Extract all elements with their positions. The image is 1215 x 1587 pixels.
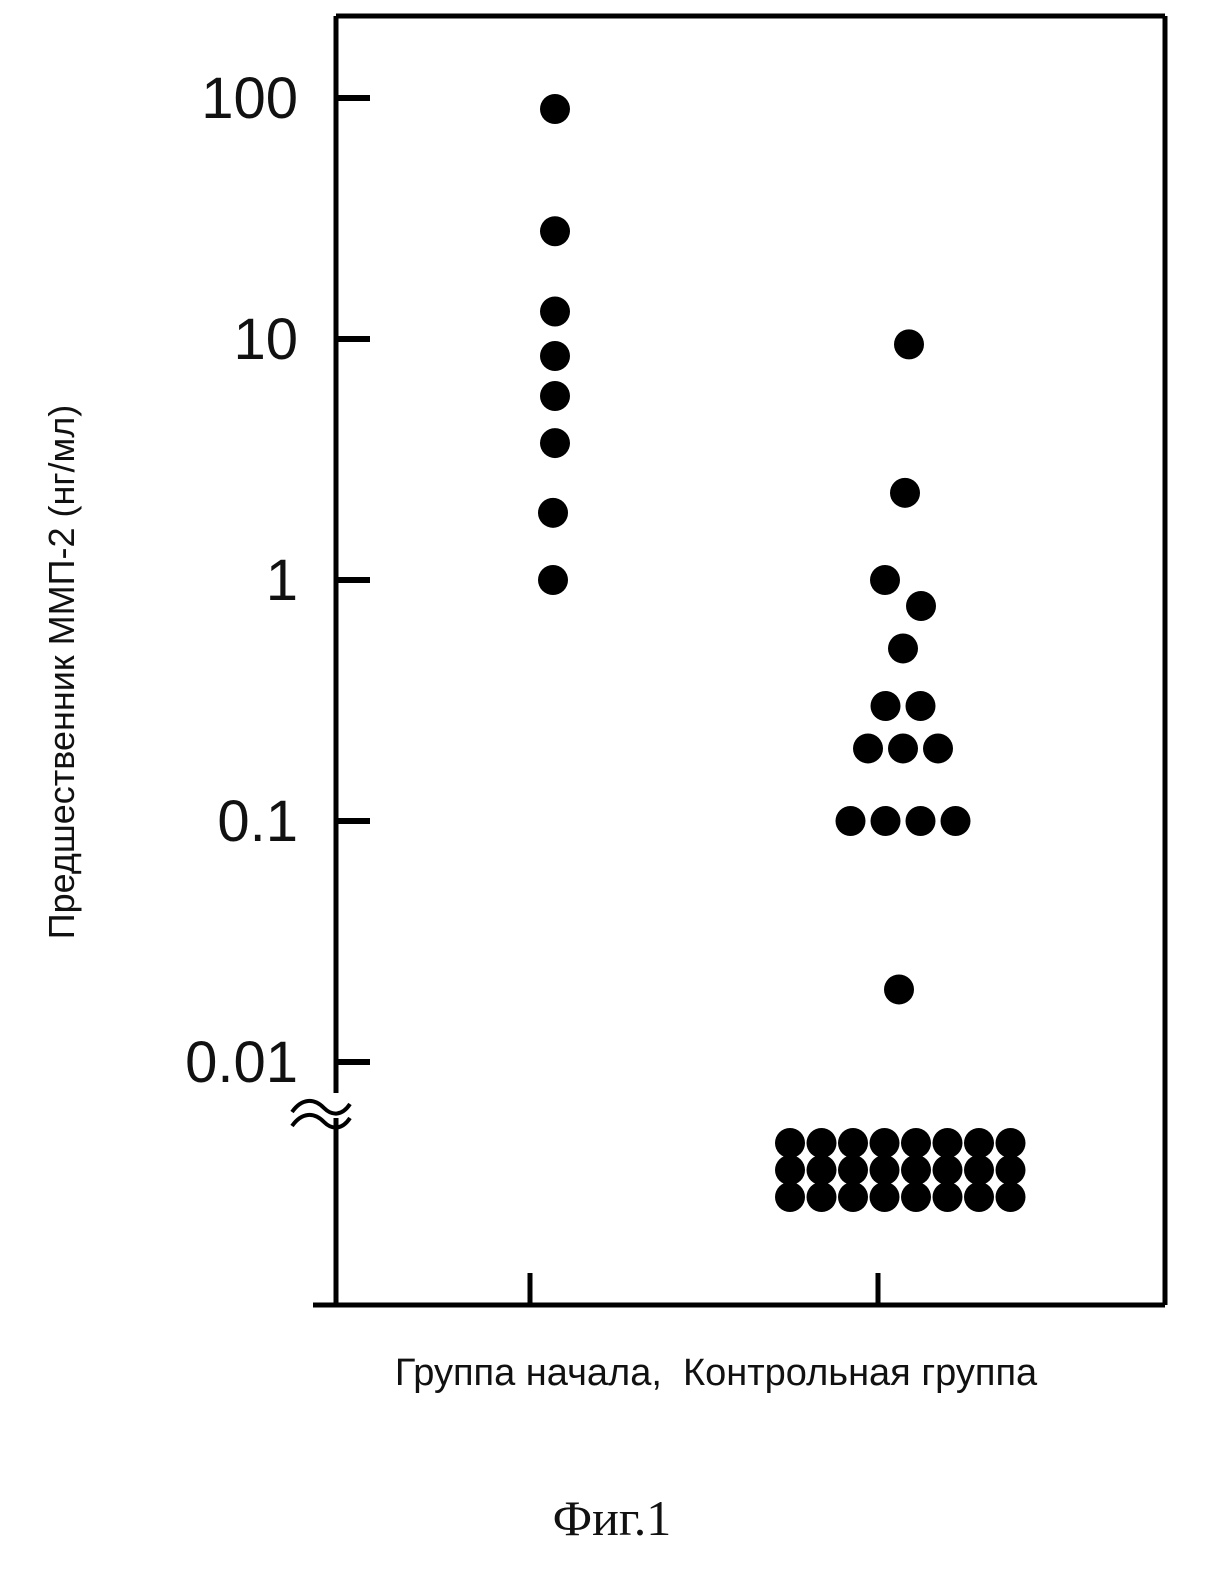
data-point [901,1182,931,1212]
data-point [853,733,883,763]
data-point [838,1128,868,1158]
data-point [871,806,901,836]
data-point [964,1182,994,1212]
data-points [538,94,1026,1212]
axes-frame [292,16,1165,1305]
y-tick-label: 10 [233,307,298,372]
data-point [923,733,953,763]
axis-break-mark [292,1101,350,1128]
y-tick-label: 0.01 [185,1030,298,1095]
data-point [901,1128,931,1158]
data-point [894,329,924,359]
data-point [807,1182,837,1212]
data-point [870,1155,900,1185]
y-tick-label: 1 [266,548,298,613]
data-point [838,1182,868,1212]
data-point [964,1128,994,1158]
data-point [906,806,936,836]
data-point [996,1182,1026,1212]
data-point [890,478,920,508]
data-point [807,1155,837,1185]
data-point [540,381,570,411]
data-point [775,1182,805,1212]
data-point [540,94,570,124]
y-tick-label: 100 [201,66,298,131]
data-point [870,1128,900,1158]
y-tick-label: 0.1 [217,789,298,854]
data-point [836,806,866,836]
data-point [906,591,936,621]
data-point [540,216,570,246]
y-ticks: 100 10 1 0.1 0.01 [185,66,370,1095]
data-point [538,498,568,528]
data-point [807,1128,837,1158]
data-point [775,1155,805,1185]
data-point [888,733,918,763]
data-point [540,428,570,458]
data-point [838,1155,868,1185]
data-point [775,1128,805,1158]
data-point [933,1182,963,1212]
data-point [870,1182,900,1212]
data-point [933,1155,963,1185]
data-point [996,1128,1026,1158]
data-point [884,974,914,1004]
data-point [933,1128,963,1158]
data-point [540,341,570,371]
y-axis-label: Предшественник ММП-2 (нг/мл) [41,405,82,940]
data-point [996,1155,1026,1185]
figure-label: Фиг.1 [553,1490,672,1546]
data-point [871,691,901,721]
data-point [901,1155,931,1185]
data-point [888,633,918,663]
data-point [906,691,936,721]
data-point [538,565,568,595]
data-point [941,806,971,836]
x-ticks [530,1273,878,1305]
x-categories-label: Группа начала, Контрольная группа [395,1352,1038,1394]
data-point [870,565,900,595]
data-point [540,297,570,327]
data-point [964,1155,994,1185]
